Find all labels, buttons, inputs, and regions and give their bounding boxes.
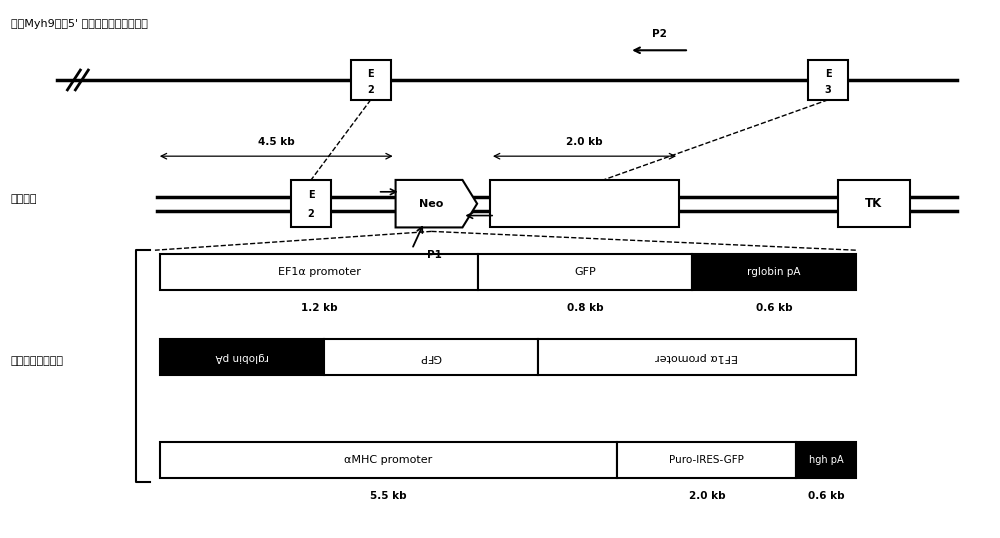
Text: Neo: Neo: [419, 199, 444, 209]
Text: 4.5 kb: 4.5 kb: [258, 137, 295, 147]
Text: Puro-IRES-GFP: Puro-IRES-GFP: [669, 455, 744, 465]
FancyBboxPatch shape: [538, 339, 856, 375]
Text: E: E: [308, 190, 314, 200]
FancyBboxPatch shape: [808, 60, 848, 100]
FancyBboxPatch shape: [160, 442, 617, 478]
Text: 打靶载体: 打靶载体: [11, 194, 37, 204]
Text: 2.0 kb: 2.0 kb: [689, 491, 725, 501]
FancyBboxPatch shape: [490, 180, 679, 228]
Text: αMHC promoter: αMHC promoter: [344, 455, 433, 465]
Text: 0.6 kb: 0.6 kb: [756, 302, 792, 313]
Text: hgh pA: hgh pA: [809, 455, 843, 465]
Text: P2: P2: [652, 30, 667, 39]
Text: rglobin pA: rglobin pA: [215, 352, 269, 362]
FancyBboxPatch shape: [796, 442, 856, 478]
FancyBboxPatch shape: [478, 254, 692, 290]
Text: EF1α promoter: EF1α promoter: [655, 352, 738, 362]
Text: rglobin pA: rglobin pA: [747, 267, 801, 277]
Text: EF1α promoter: EF1α promoter: [278, 267, 360, 277]
Text: 小鼠Myh9基因5' 端部分外显子和内含子: 小鼠Myh9基因5' 端部分外显子和内含子: [11, 19, 148, 29]
Text: 拟插入基因表达盒: 拟插入基因表达盒: [11, 356, 64, 366]
Text: GFP: GFP: [574, 267, 596, 277]
Text: 5.5 kb: 5.5 kb: [370, 491, 407, 501]
FancyBboxPatch shape: [160, 339, 324, 375]
Text: 2.0 kb: 2.0 kb: [566, 137, 603, 147]
Text: GFP: GFP: [420, 352, 442, 362]
FancyBboxPatch shape: [692, 254, 856, 290]
Text: TK: TK: [865, 197, 883, 210]
Text: 3: 3: [825, 85, 832, 95]
FancyBboxPatch shape: [324, 339, 538, 375]
Polygon shape: [396, 180, 477, 228]
Text: 2: 2: [367, 85, 374, 95]
Text: 0.6 kb: 0.6 kb: [808, 491, 844, 501]
FancyBboxPatch shape: [838, 180, 910, 228]
Text: P1: P1: [427, 250, 442, 260]
Text: E: E: [367, 69, 374, 79]
FancyBboxPatch shape: [160, 254, 478, 290]
FancyBboxPatch shape: [291, 180, 331, 228]
FancyBboxPatch shape: [351, 60, 391, 100]
FancyBboxPatch shape: [617, 442, 796, 478]
Text: 2: 2: [308, 209, 314, 219]
Text: E: E: [825, 69, 831, 79]
Text: 0.8 kb: 0.8 kb: [567, 302, 603, 313]
Text: 1.2 kb: 1.2 kb: [301, 302, 337, 313]
